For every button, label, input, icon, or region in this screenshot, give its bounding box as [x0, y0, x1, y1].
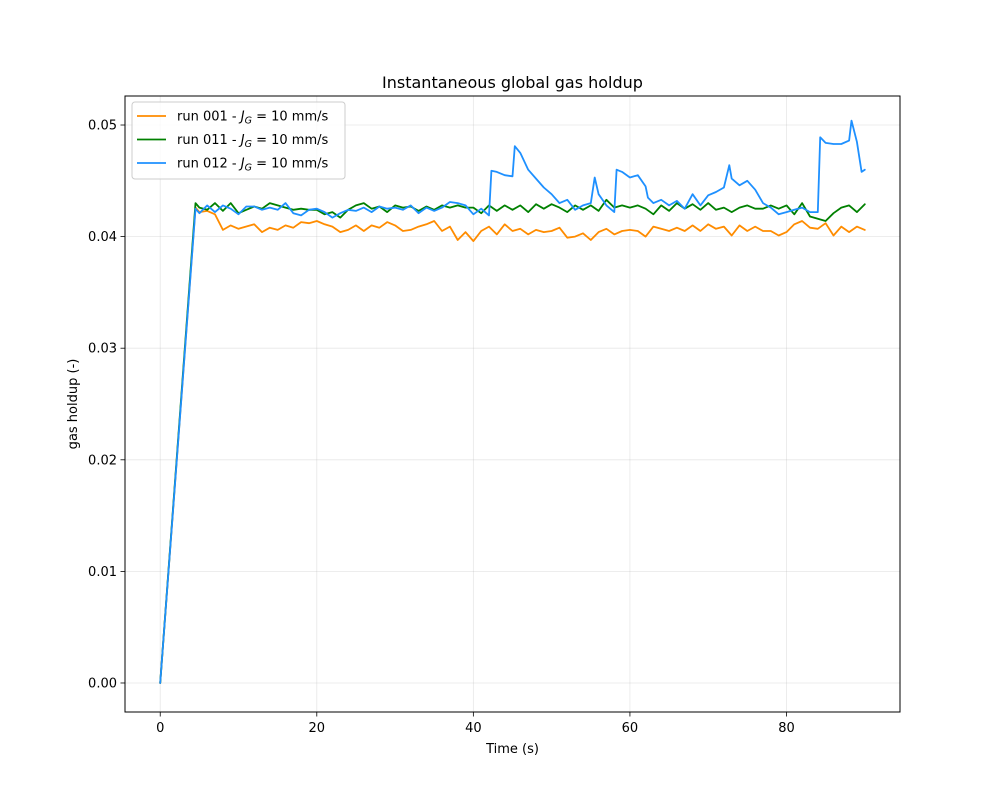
legend-label: run 011 - JG = 10 mm/s	[177, 133, 328, 150]
legend: run 001 - JG = 10 mm/s run 011 - JG = 10 …	[131, 101, 346, 180]
y-tick-label: 0.05	[88, 119, 117, 134]
y-tick-label: 0.03	[88, 342, 117, 357]
y-tick-label: 0.02	[88, 453, 117, 468]
x-tick-label: 20	[309, 721, 326, 736]
grid-lines	[125, 96, 900, 712]
series-lines	[159, 119, 866, 684]
x-axis-label: Time (s)	[485, 742, 539, 757]
x-tick-label: 0	[156, 721, 164, 736]
legend-label: run 001 - JG = 10 mm/s	[177, 110, 328, 127]
x-tick-label: 60	[622, 721, 639, 736]
x-tick-label: 40	[465, 721, 482, 736]
axis-ticks: 0 20 40 60 80 0.00 0.01 0.02 0.03 0.04 0.05	[88, 119, 795, 736]
x-tick-label: 80	[778, 721, 795, 736]
y-tick-label: 0.04	[88, 230, 117, 245]
y-axis-label: gas holdup (-)	[66, 359, 81, 450]
y-tick-label: 0.00	[88, 676, 117, 691]
legend-label: run 012 - JG = 10 mm/s	[177, 157, 328, 174]
y-tick-label: 0.01	[88, 565, 117, 580]
chart-title: Instantaneous global gas holdup	[382, 73, 643, 92]
series-line-1	[159, 206, 866, 684]
legend-box	[131, 101, 346, 180]
plot-frame	[124, 95, 901, 713]
series-line-3	[159, 119, 866, 684]
series-line-2	[159, 198, 866, 684]
